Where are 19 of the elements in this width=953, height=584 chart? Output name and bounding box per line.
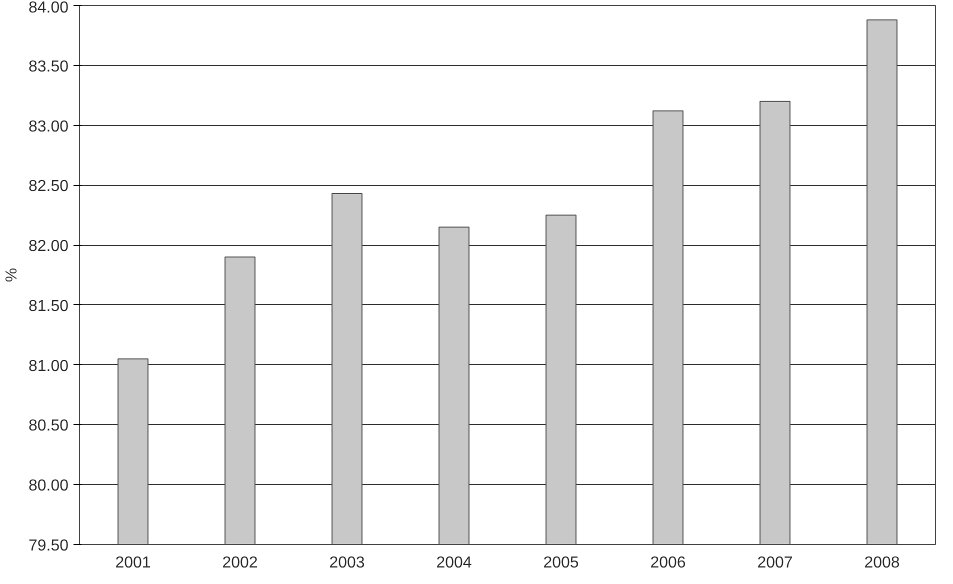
y-tick-label: 81.00 (28, 358, 69, 375)
y-tick-label: 83.00 (28, 118, 69, 136)
x-tick-label: 2004 (436, 554, 472, 572)
y-tick-label: 83.50 (28, 58, 69, 76)
y-tick-label: 80.50 (28, 418, 69, 435)
y-axis-title: % (3, 268, 20, 282)
x-tick-label: 2008 (864, 554, 900, 572)
y-tick-label: 84.00 (28, 0, 69, 16)
y-tick-label: 79.50 (28, 538, 69, 554)
y-tick-label: 82.00 (28, 238, 69, 256)
x-tick-label: 2001 (115, 554, 151, 572)
x-tick-label: 2005 (543, 554, 579, 572)
x-tick-label: 2007 (757, 554, 793, 572)
x-tick-label: 2006 (650, 554, 686, 572)
y-tick-label: 82.50 (28, 178, 69, 196)
x-tick-label: 2002 (222, 554, 258, 572)
y-tick-label: 80.00 (28, 478, 69, 495)
x-tick-label: 2003 (329, 554, 365, 572)
y-tick-label: 81.50 (28, 298, 69, 315)
